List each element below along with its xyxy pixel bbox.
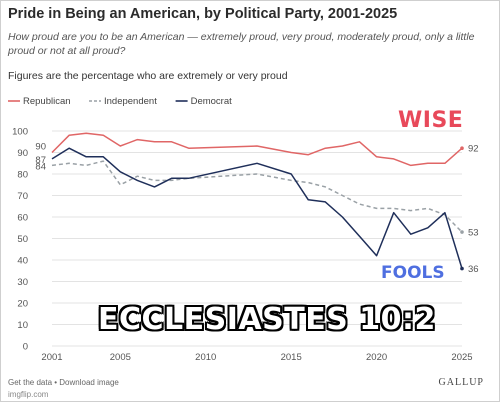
end-marker-independent — [460, 230, 464, 234]
x-tick-label-2005: 2005 — [110, 352, 131, 363]
y-tick-label-30: 30 — [17, 277, 28, 288]
y-tick-label-0: 0 — [23, 342, 28, 353]
chart-title: Pride in Being an American, by Political… — [8, 6, 398, 22]
start-label-independent: 84 — [35, 161, 46, 172]
legend-label-democrat: Democrat — [191, 96, 233, 107]
gallup-logo: GALLUP — [438, 377, 484, 388]
y-tick-label-50: 50 — [17, 234, 28, 245]
meme-caption: ECCLESIASTES 10:2 — [98, 302, 436, 337]
x-tick-label-2015: 2015 — [281, 352, 302, 363]
series-line-democrat — [51, 147, 463, 269]
end-label-republican: 92 — [468, 144, 479, 155]
end-label-independent: 53 — [468, 228, 479, 239]
y-tick-label-10: 10 — [17, 320, 28, 331]
y-tick-label-70: 70 — [17, 191, 28, 202]
chart-subtitle: How proud are you to be an American — ex… — [8, 31, 475, 57]
meme-text-wise: WISE — [398, 108, 464, 133]
meme-text-fools: FOOLS — [381, 263, 445, 283]
watermark: imgflip.com — [8, 390, 49, 399]
series-line-republican — [51, 132, 463, 167]
series-line-independent — [51, 160, 463, 233]
end-marker-democrat — [460, 266, 464, 271]
y-tick-label-100: 100 — [12, 127, 28, 138]
x-tick-label-2025: 2025 — [451, 352, 472, 363]
x-tick-label-2020: 2020 — [366, 352, 387, 363]
y-tick-label-60: 60 — [17, 213, 28, 224]
y-tick-label-40: 40 — [17, 256, 28, 267]
end-marker-republican — [460, 146, 464, 150]
legend-label-republican: Republican — [23, 96, 71, 107]
x-tick-label-2001: 2001 — [41, 352, 62, 363]
chart-note: Figures are the percentage who are extre… — [8, 70, 288, 82]
x-tick-label-2010: 2010 — [195, 352, 216, 363]
y-tick-label-20: 20 — [17, 299, 28, 310]
y-tick-label-80: 80 — [17, 170, 28, 181]
end-label-democrat: 36 — [468, 264, 479, 275]
legend-label-independent: Independent — [104, 96, 157, 107]
footer-links[interactable]: Get the data • Download image — [8, 378, 119, 387]
y-tick-label-90: 90 — [17, 148, 28, 159]
start-label-democrat: 87 — [35, 155, 46, 166]
start-label-republican: 90 — [35, 142, 46, 153]
